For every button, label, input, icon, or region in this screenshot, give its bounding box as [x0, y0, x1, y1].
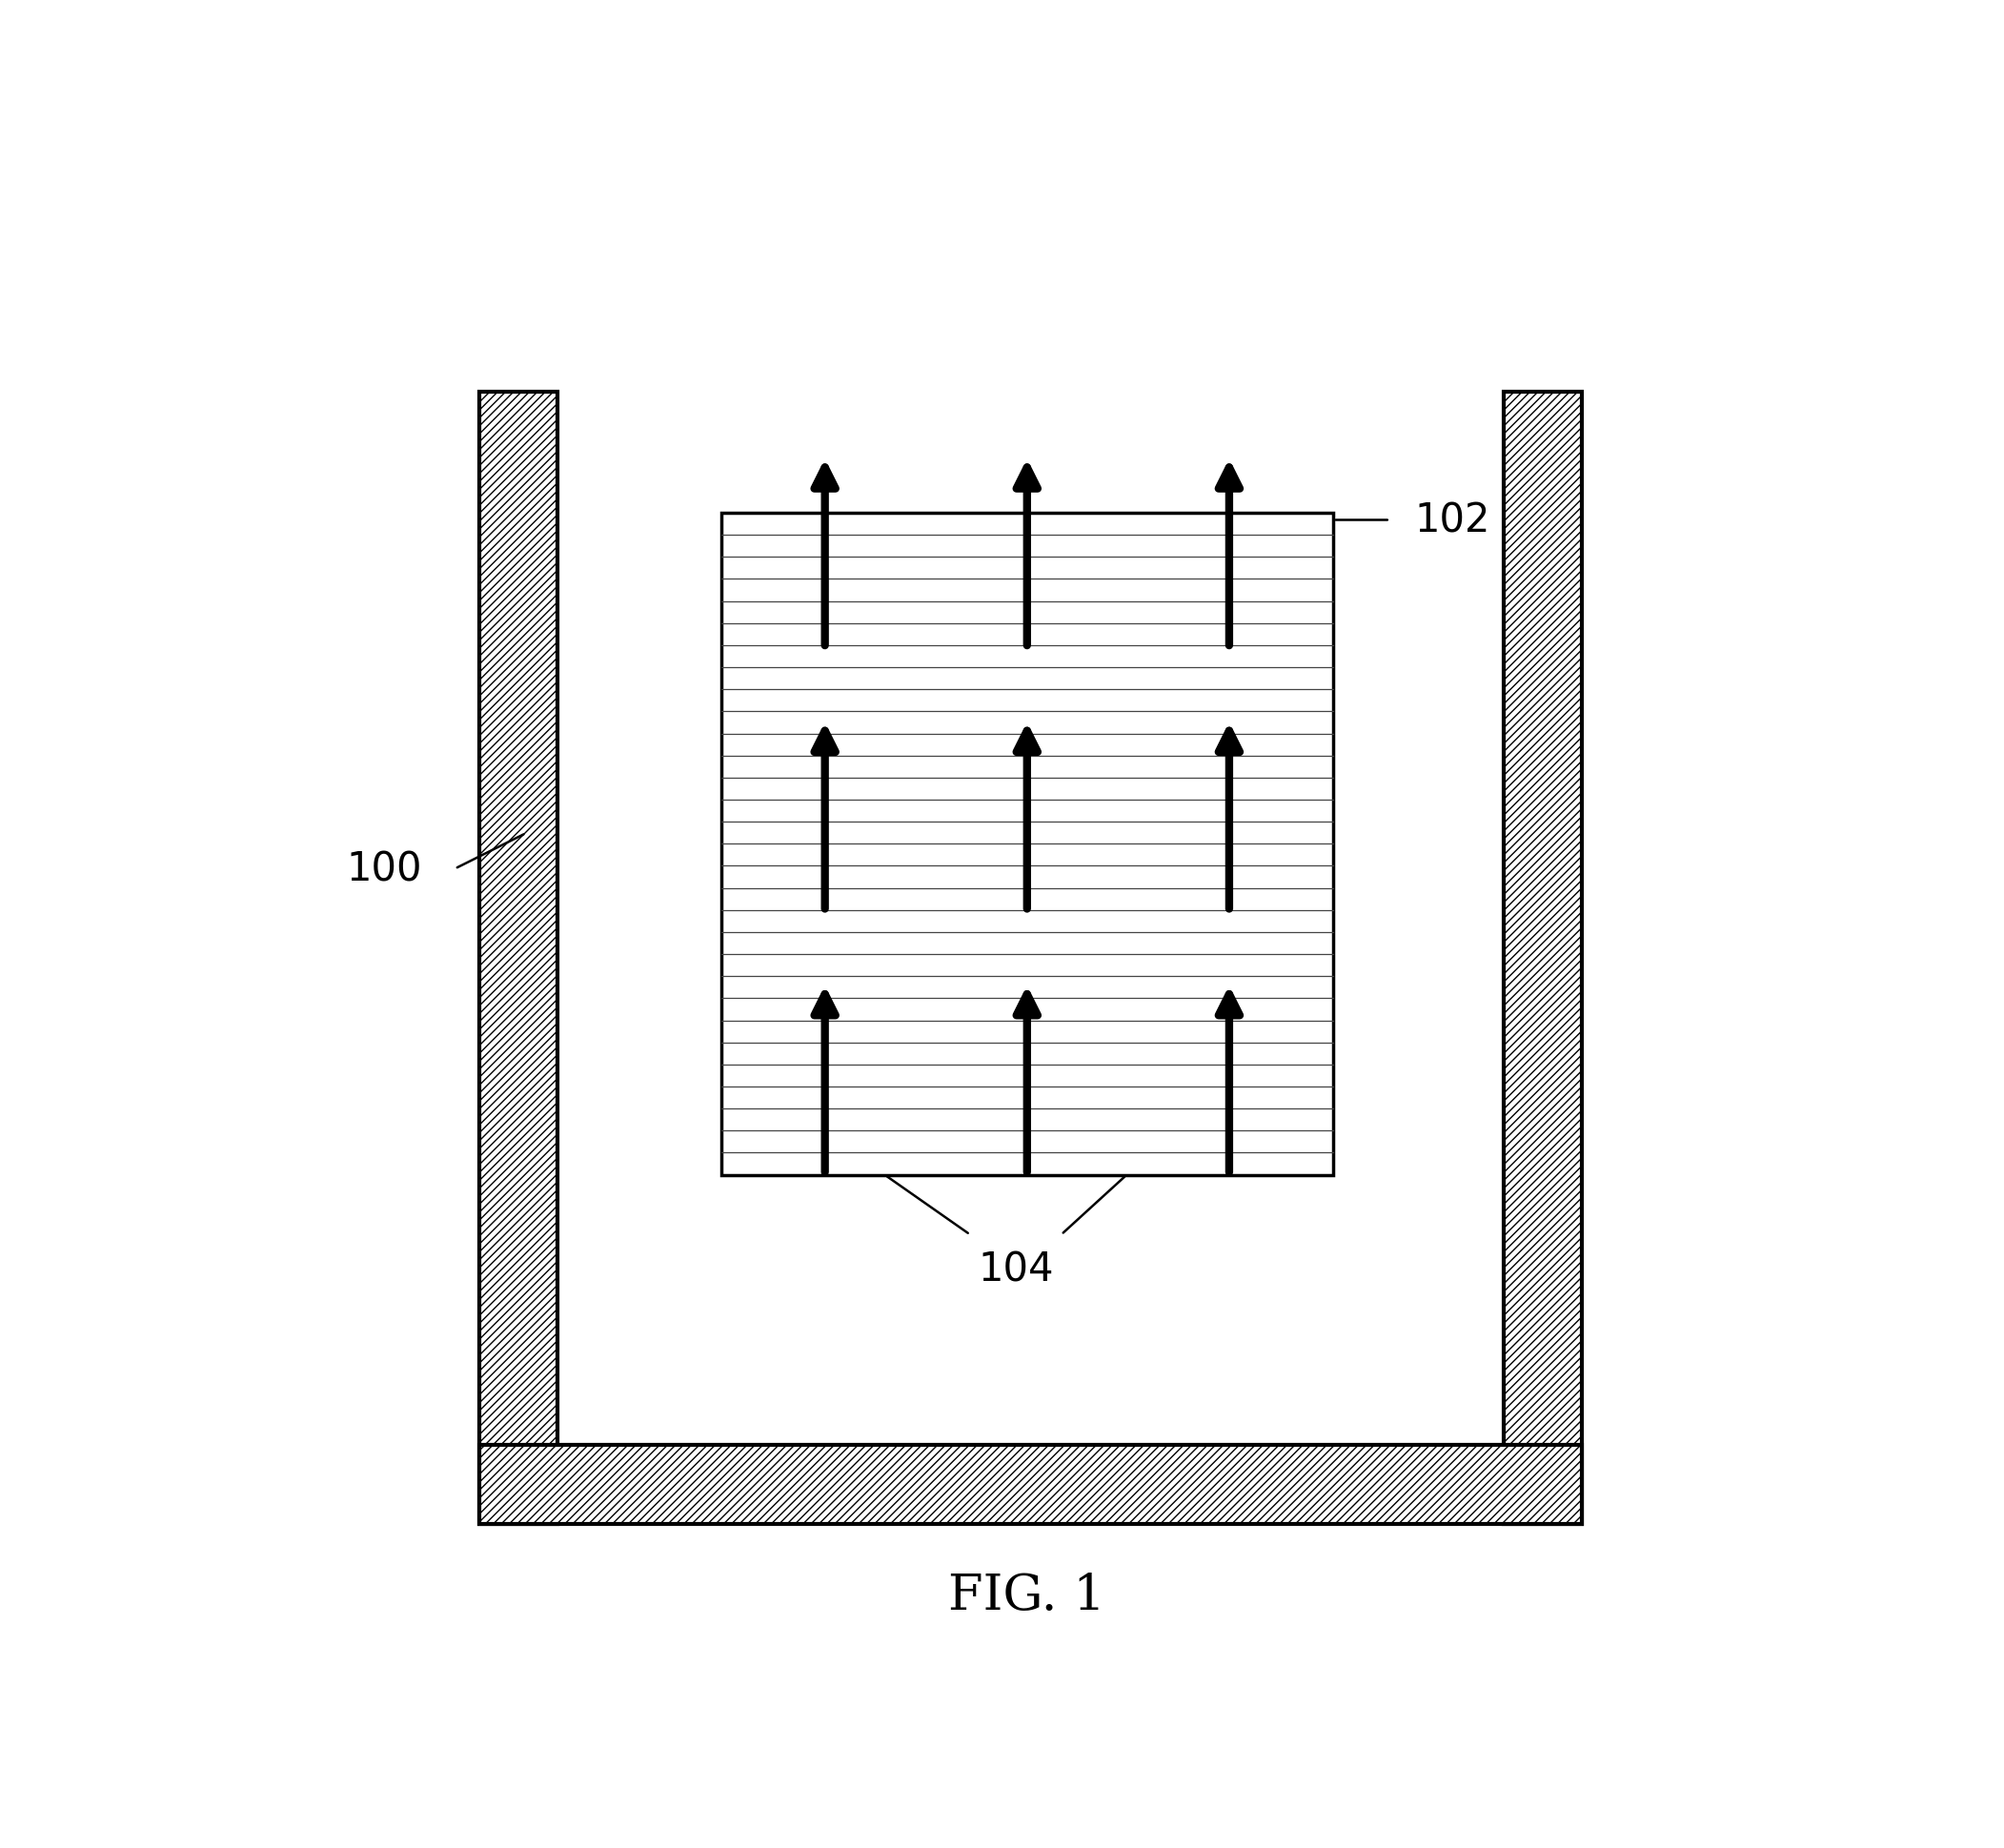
Text: 100: 100: [347, 850, 423, 889]
Text: 102: 102: [1415, 501, 1489, 541]
Bar: [557, 392, 1503, 1445]
Bar: [479, 392, 557, 1525]
Bar: [1503, 392, 1583, 1525]
Bar: [721, 514, 1333, 1175]
Text: 104: 104: [978, 1249, 1054, 1290]
Bar: [479, 1445, 1583, 1525]
Text: FIG. 1: FIG. 1: [948, 1571, 1106, 1619]
